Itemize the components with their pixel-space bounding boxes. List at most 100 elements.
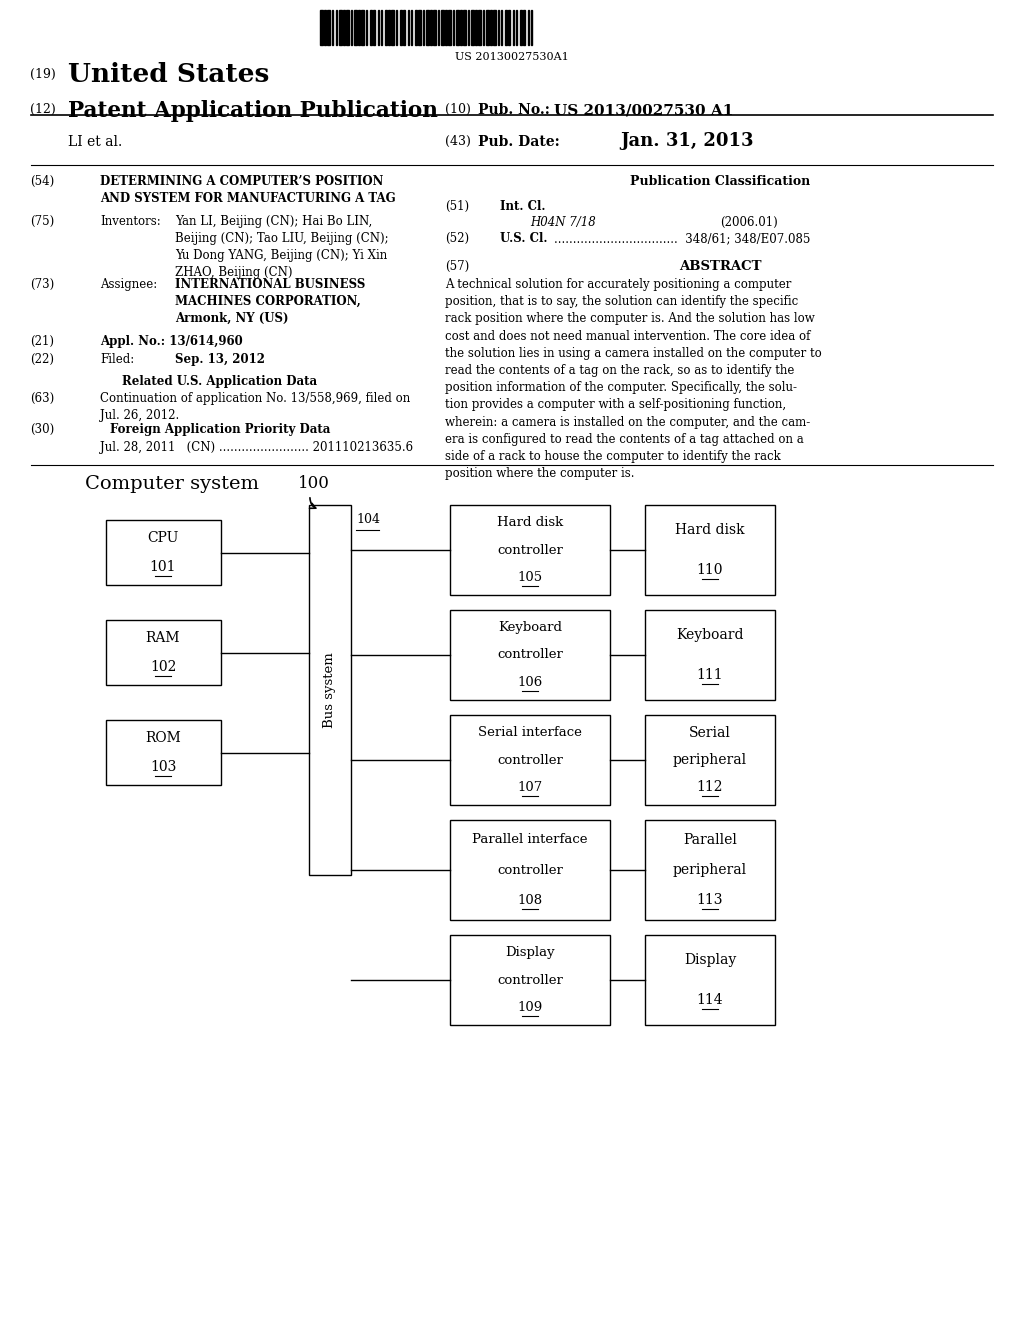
Bar: [105, 620, 220, 685]
Bar: [493, 11, 496, 45]
Bar: [520, 11, 522, 45]
Text: Parallel: Parallel: [683, 833, 737, 846]
Bar: [445, 11, 447, 45]
Text: 100: 100: [298, 475, 330, 492]
Bar: [400, 11, 402, 45]
Text: 103: 103: [150, 759, 176, 774]
Bar: [645, 715, 775, 805]
Bar: [343, 11, 345, 45]
Text: Inventors:: Inventors:: [100, 215, 161, 228]
Text: Jul. 28, 2011   (CN) ........................ 201110213635.6: Jul. 28, 2011 (CN) .....................…: [100, 441, 413, 454]
Bar: [475, 11, 477, 45]
Text: Publication Classification: Publication Classification: [630, 176, 810, 187]
Bar: [354, 11, 357, 45]
Text: peripheral: peripheral: [673, 752, 748, 767]
Text: 105: 105: [517, 570, 543, 583]
Bar: [370, 11, 372, 45]
Text: (12): (12): [30, 103, 55, 116]
Bar: [339, 11, 342, 45]
Text: Jan. 31, 2013: Jan. 31, 2013: [620, 132, 754, 150]
Text: controller: controller: [497, 974, 563, 986]
Bar: [319, 11, 323, 45]
Bar: [505, 11, 507, 45]
Bar: [460, 11, 462, 45]
Bar: [645, 820, 775, 920]
Bar: [105, 719, 220, 785]
Text: LI et al.: LI et al.: [68, 135, 122, 149]
Bar: [486, 11, 489, 45]
Text: 104: 104: [356, 513, 380, 525]
Bar: [490, 11, 492, 45]
Bar: [463, 11, 466, 45]
Text: Pub. Date:: Pub. Date:: [478, 135, 560, 149]
Text: Sep. 13, 2012: Sep. 13, 2012: [175, 352, 265, 366]
Text: 102: 102: [150, 660, 176, 673]
Text: (21): (21): [30, 335, 54, 348]
Bar: [450, 935, 610, 1026]
Text: 106: 106: [517, 676, 543, 689]
Text: controller: controller: [497, 648, 563, 661]
Text: Continuation of application No. 13/558,969, filed on
Jul. 26, 2012.: Continuation of application No. 13/558,9…: [100, 392, 411, 422]
Text: INTERNATIONAL BUSINESS
MACHINES CORPORATION,
Armonk, NY (US): INTERNATIONAL BUSINESS MACHINES CORPORAT…: [175, 279, 366, 325]
Text: Assignee:: Assignee:: [100, 279, 158, 290]
Text: (57): (57): [445, 260, 469, 273]
Text: U.S. Cl.: U.S. Cl.: [500, 232, 548, 246]
Bar: [450, 610, 610, 700]
Bar: [433, 11, 436, 45]
Text: (43): (43): [445, 135, 471, 148]
Bar: [105, 520, 220, 585]
Bar: [478, 11, 481, 45]
Text: 109: 109: [517, 1001, 543, 1014]
Bar: [361, 11, 364, 45]
Text: .................................  348/61; 348/E07.085: ................................. 348/61…: [554, 232, 810, 246]
Text: Hard disk: Hard disk: [497, 516, 563, 529]
Bar: [327, 11, 330, 45]
Text: Display: Display: [505, 946, 555, 960]
Bar: [403, 11, 406, 45]
Bar: [645, 935, 775, 1026]
Text: (22): (22): [30, 352, 54, 366]
Bar: [450, 506, 610, 595]
Bar: [418, 11, 421, 45]
Text: Foreign Application Priority Data: Foreign Application Priority Data: [110, 422, 330, 436]
Text: Display: Display: [684, 953, 736, 968]
Text: (52): (52): [445, 232, 469, 246]
Bar: [645, 506, 775, 595]
Bar: [309, 506, 351, 875]
Text: (51): (51): [445, 201, 469, 213]
Text: Serial: Serial: [689, 726, 731, 739]
Text: controller: controller: [497, 754, 563, 767]
Text: RAM: RAM: [145, 631, 180, 645]
Text: (54): (54): [30, 176, 54, 187]
Text: Computer system: Computer system: [85, 475, 259, 492]
Text: (10): (10): [445, 103, 471, 116]
Bar: [508, 11, 510, 45]
Bar: [415, 11, 417, 45]
Bar: [358, 11, 360, 45]
Text: US 2013/0027530 A1: US 2013/0027530 A1: [554, 103, 733, 117]
Text: Serial interface: Serial interface: [478, 726, 582, 739]
Text: 101: 101: [150, 560, 176, 574]
Bar: [441, 11, 444, 45]
Bar: [385, 11, 387, 45]
Text: 111: 111: [696, 668, 723, 681]
Text: Bus system: Bus system: [324, 652, 337, 727]
Bar: [645, 610, 775, 700]
Text: ROM: ROM: [145, 731, 181, 746]
Text: (75): (75): [30, 215, 54, 228]
Text: Filed:: Filed:: [100, 352, 134, 366]
Text: Keyboard: Keyboard: [498, 622, 562, 634]
Bar: [471, 11, 474, 45]
Text: ABSTRACT: ABSTRACT: [679, 260, 761, 273]
Text: controller: controller: [497, 544, 563, 557]
Text: 108: 108: [517, 894, 543, 907]
Text: United States: United States: [68, 62, 269, 87]
Bar: [430, 11, 432, 45]
Text: Yan LI, Beijing (CN); Hai Bo LIN,
Beijing (CN); Tao LIU, Beijing (CN);
Yu Dong Y: Yan LI, Beijing (CN); Hai Bo LIN, Beijin…: [175, 215, 389, 279]
Text: Parallel interface: Parallel interface: [472, 833, 588, 846]
Text: Hard disk: Hard disk: [675, 524, 744, 537]
Text: Appl. No.: 13/614,960: Appl. No.: 13/614,960: [100, 335, 243, 348]
Bar: [388, 11, 390, 45]
Bar: [373, 11, 375, 45]
Bar: [450, 820, 610, 920]
